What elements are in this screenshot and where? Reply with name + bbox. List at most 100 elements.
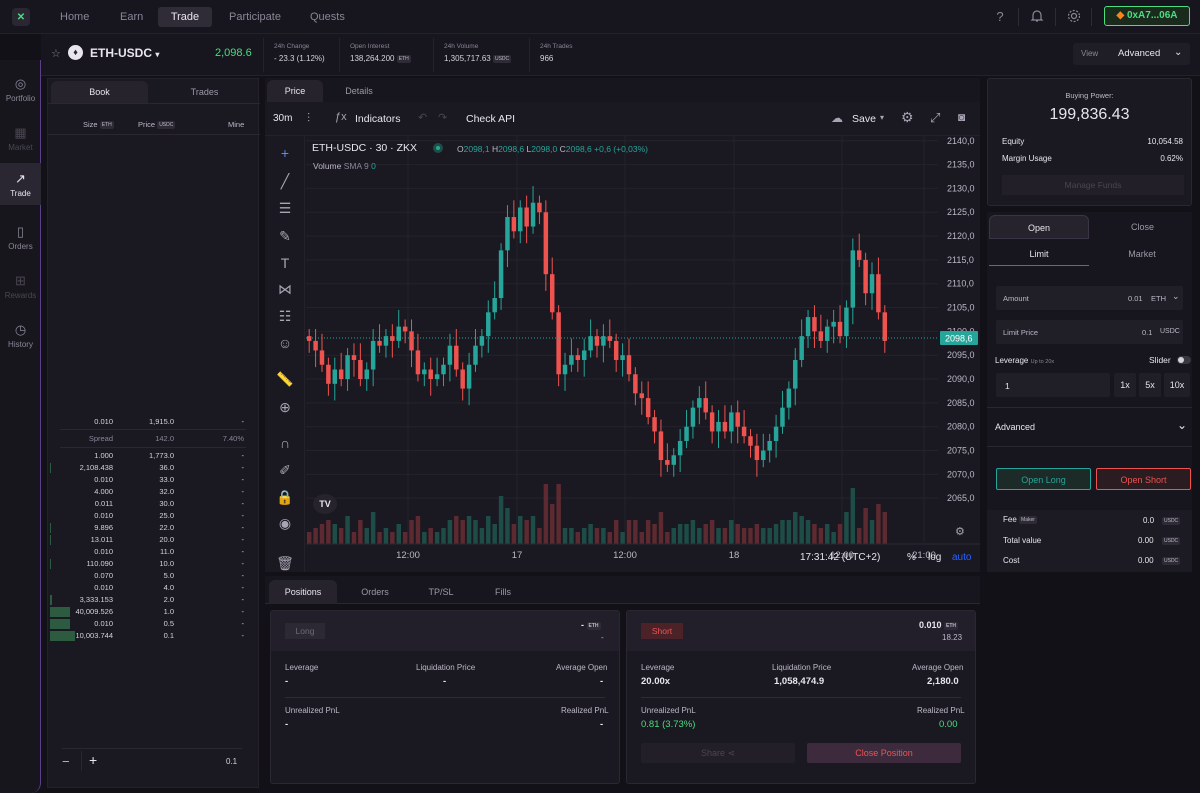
tab-close[interactable]: Close	[1130, 222, 1154, 232]
market-selector[interactable]: ETH-USDC ▾	[90, 46, 159, 60]
eye-icon[interactable]: ◉	[278, 515, 292, 531]
bid-row[interactable]: 110.090 10.0 -	[50, 558, 258, 570]
bid-row[interactable]: 0.010 0.5 -	[50, 618, 258, 630]
bid-row[interactable]: 10,003.744 0.1 -	[50, 630, 258, 642]
slider-toggle[interactable]	[1177, 356, 1191, 364]
share-button[interactable]: Share ⋖	[641, 743, 795, 763]
candle-type-icon[interactable]: ⫶	[307, 111, 311, 125]
bid-row[interactable]: 0.010 25.0 -	[50, 510, 258, 522]
minus-icon[interactable]: −	[62, 754, 70, 769]
camera-icon[interactable]: ◙	[958, 110, 966, 124]
trash-icon[interactable]: 🗑	[276, 555, 294, 571]
open-long-button[interactable]: Open Long	[996, 468, 1091, 490]
tab-open[interactable]: Open	[989, 215, 1089, 239]
undo-icon[interactable]: ↶	[418, 112, 428, 124]
bid-row[interactable]: 0.070 5.0 -	[50, 570, 258, 582]
redo-icon[interactable]: ↷	[438, 112, 448, 124]
fullscreen-icon[interactable]: ⤢	[930, 110, 941, 125]
magnet-icon[interactable]: ∩	[279, 435, 291, 451]
wallet-button[interactable]: ◆ 0xA7...06A	[1104, 6, 1190, 26]
gear-icon[interactable]: ⚙	[955, 526, 965, 538]
candle-body	[505, 217, 510, 251]
emoji-icon[interactable]: ☺	[277, 335, 293, 351]
indicators-button[interactable]: Indicators	[355, 113, 401, 125]
pencil-lock-icon[interactable]: ✐	[279, 462, 291, 478]
tab-orders[interactable]: Orders	[361, 587, 389, 597]
bid-row[interactable]: 40,009.526 1.0 -	[50, 606, 258, 618]
tab-positions[interactable]: Positions	[269, 580, 337, 604]
sidebar-item-market[interactable]: ▦ Market	[0, 119, 41, 159]
limit-price-field[interactable]: Limit Price 0.1 USDC	[996, 320, 1183, 344]
tab-market[interactable]: Market	[1128, 249, 1156, 259]
bid-row[interactable]: 0.011 30.0 -	[50, 498, 258, 510]
tab-price[interactable]: Price	[267, 80, 323, 102]
tab-limit[interactable]: Limit	[989, 242, 1089, 266]
brush-icon[interactable]: ✎	[279, 228, 291, 244]
gear-icon[interactable]: ⚙	[901, 109, 914, 125]
close-position-button[interactable]: Close Position	[807, 743, 961, 763]
log-toggle[interactable]: log	[928, 552, 942, 563]
bid-row[interactable]: 1.000 1,773.0 -	[50, 450, 258, 462]
manage-funds-button[interactable]: Manage Funds	[1002, 175, 1184, 195]
bid-row[interactable]: 0.010 11.0 -	[50, 546, 258, 558]
tab-tpsl[interactable]: TP/SL	[428, 587, 454, 597]
bid-row[interactable]: 9.896 22.0 -	[50, 522, 258, 534]
bid-row[interactable]: 0.010 4.0 -	[50, 582, 258, 594]
sidebar-item-trade[interactable]: ↗ Trade	[0, 163, 41, 205]
volume-bar	[626, 520, 632, 544]
save-button[interactable]: Save	[852, 113, 876, 125]
bid-row[interactable]: 3,333.153 2.0 -	[50, 594, 258, 606]
bid-row[interactable]: 13.011 20.0 -	[50, 534, 258, 546]
ask-row[interactable]: 0.010 1,915.0 -	[50, 416, 258, 428]
gear-icon[interactable]	[1066, 9, 1082, 25]
plus-icon[interactable]: +	[89, 752, 98, 768]
fib-icon[interactable]: ☰	[278, 200, 292, 216]
percent-toggle[interactable]: %	[907, 552, 916, 563]
advanced-toggle[interactable]: Advanced	[995, 422, 1036, 432]
trendline-icon[interactable]: ╱	[280, 173, 290, 189]
text-icon[interactable]: T	[280, 255, 290, 271]
pattern-icon[interactable]: ⋈	[278, 281, 292, 297]
tab-trades[interactable]: Trades	[190, 87, 219, 97]
sidebar-item-portfolio[interactable]: ◎ Portfolio	[0, 70, 41, 110]
interval-selector[interactable]: 30m	[273, 113, 293, 124]
auto-toggle[interactable]: auto	[952, 552, 972, 563]
leverage-1x-button[interactable]: 1x	[1114, 373, 1136, 397]
bid-row[interactable]: 0.010 33.0 -	[50, 474, 258, 486]
lock-icon[interactable]: 🔒	[276, 489, 294, 505]
tab-fills[interactable]: Fills	[495, 587, 511, 597]
leverage-10x-button[interactable]: 10x	[1164, 373, 1190, 397]
nav-participate[interactable]: Participate	[229, 11, 281, 23]
favorite-star-icon[interactable]: ☆	[51, 48, 61, 60]
app-logo[interactable]: ✕	[12, 8, 30, 26]
sidebar-item-rewards[interactable]: ⊞ Rewards	[0, 267, 41, 307]
price-chart[interactable]: 2140,0 2135,0 2130,0 2125,0 2120,0 2115,0 2110…	[306, 136, 980, 572]
view-selector[interactable]: View Advanced ⌄	[1073, 43, 1190, 65]
sidebar-item-history[interactable]: ◷ History	[0, 316, 41, 356]
leverage-5x-button[interactable]: 5x	[1139, 373, 1161, 397]
ruler-icon[interactable]: 📏	[276, 371, 294, 387]
chevron-down-icon[interactable]: ⌄	[1177, 418, 1188, 432]
nav-trade[interactable]: Trade	[158, 7, 212, 27]
leverage-input[interactable]: 1	[996, 373, 1110, 397]
nav-earn[interactable]: Earn	[120, 11, 144, 23]
bid-row[interactable]: 2,108.438 36.0 -	[50, 462, 258, 474]
trades-value: 966	[540, 54, 554, 63]
tab-book[interactable]: Book	[51, 81, 148, 103]
bid-row[interactable]: 4.000 32.0 -	[50, 486, 258, 498]
chevron-down-icon[interactable]: ⌄	[1172, 291, 1180, 301]
check-api-button[interactable]: Check API	[466, 113, 516, 125]
forecast-icon[interactable]: ☷	[278, 308, 292, 324]
amount-field[interactable]: Amount 0.01 ETH ⌄	[996, 286, 1183, 310]
nav-home[interactable]: Home	[60, 11, 90, 23]
nav-quests[interactable]: Quests	[310, 11, 345, 23]
crosshair-icon[interactable]: +	[280, 145, 290, 161]
chevron-down-icon[interactable]: ▾	[880, 113, 885, 122]
help-icon[interactable]: ?	[996, 9, 1004, 24]
tab-details[interactable]: Details	[345, 86, 373, 96]
zoom-icon[interactable]: ⊕	[279, 399, 291, 415]
sidebar-item-orders[interactable]: ▯ Orders	[0, 218, 41, 258]
candle-body	[773, 426, 779, 441]
open-short-button[interactable]: Open Short	[1096, 468, 1191, 490]
bell-icon[interactable]	[1029, 9, 1045, 25]
